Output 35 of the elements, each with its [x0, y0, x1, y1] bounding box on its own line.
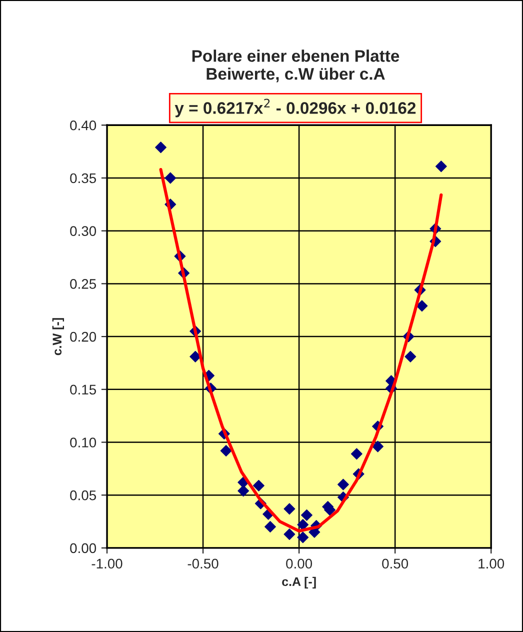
y-tick-label: 0.00 — [70, 543, 96, 554]
x-tick-label: 0.50 — [382, 558, 408, 569]
point — [155, 142, 167, 154]
x-tick-label: 0.00 — [286, 558, 312, 569]
point — [372, 440, 384, 452]
x-axis-title: c.A [-] — [282, 576, 316, 589]
point — [297, 532, 309, 544]
y-tick-label: 0.05 — [70, 490, 96, 500]
x-tick-label: -1.00 — [92, 558, 122, 569]
y-axis-title: c.W [-] — [52, 318, 64, 356]
y-tick-label: 0.20 — [70, 332, 96, 342]
point — [284, 528, 296, 540]
point — [284, 503, 296, 515]
point — [297, 518, 309, 530]
point — [416, 300, 428, 312]
point — [264, 521, 276, 533]
x-tick-label: 1.00 — [478, 558, 504, 569]
y-tick-label: 0.35 — [70, 173, 96, 184]
y-tick-label: 0.30 — [70, 226, 96, 236]
point — [404, 350, 416, 362]
point — [220, 444, 232, 456]
text: y = 0.6217x$^{2}$ - 0.0296x + 0.0162 — [174, 98, 416, 118]
x-tick-label: -0.50 — [188, 558, 218, 569]
y-tick-label: 0.25 — [70, 279, 96, 289]
point — [435, 160, 447, 172]
point — [238, 485, 250, 497]
y-tick-label: 0.10 — [70, 438, 96, 448]
point — [337, 478, 349, 490]
point — [350, 448, 362, 460]
point — [164, 172, 176, 184]
chart-title: Polare einer ebenen Platte Beiwerte, c.W über c.A — [192, 50, 400, 82]
point — [252, 480, 264, 492]
y-tick-label: 0.40 — [70, 120, 96, 130]
point — [301, 509, 312, 521]
y-tick-label: 0.15 — [70, 384, 96, 395]
